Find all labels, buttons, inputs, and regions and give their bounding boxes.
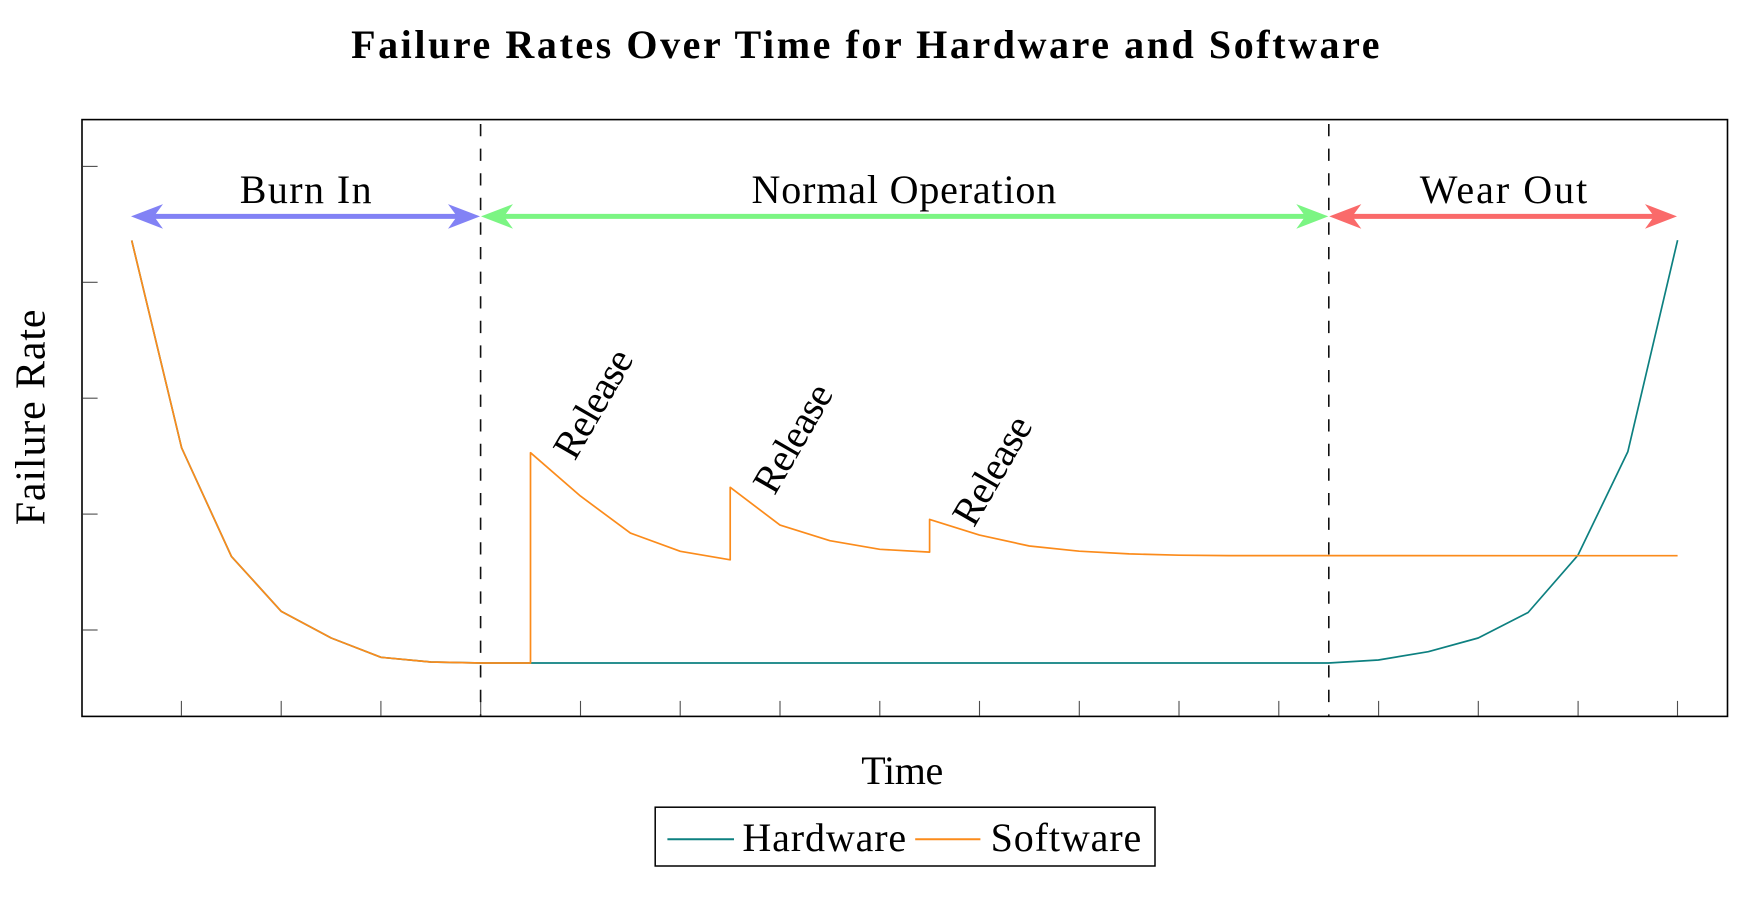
svg-text:Failure Rate: Failure Rate <box>9 310 55 526</box>
svg-text:Release: Release <box>943 407 1041 533</box>
svg-text:Failure Rates Over Time for Ha: Failure Rates Over Time for Hardware and… <box>351 22 1379 67</box>
svg-text:Software: Software <box>991 815 1142 860</box>
svg-text:Normal Operation: Normal Operation <box>752 167 1057 212</box>
svg-text:Time: Time <box>861 748 943 793</box>
svg-text:Wear Out: Wear Out <box>1420 167 1588 212</box>
svg-text:Burn In: Burn In <box>240 167 372 212</box>
svg-text:Hardware: Hardware <box>742 815 906 860</box>
svg-text:Release: Release <box>544 341 642 467</box>
svg-text:Release: Release <box>743 375 841 501</box>
